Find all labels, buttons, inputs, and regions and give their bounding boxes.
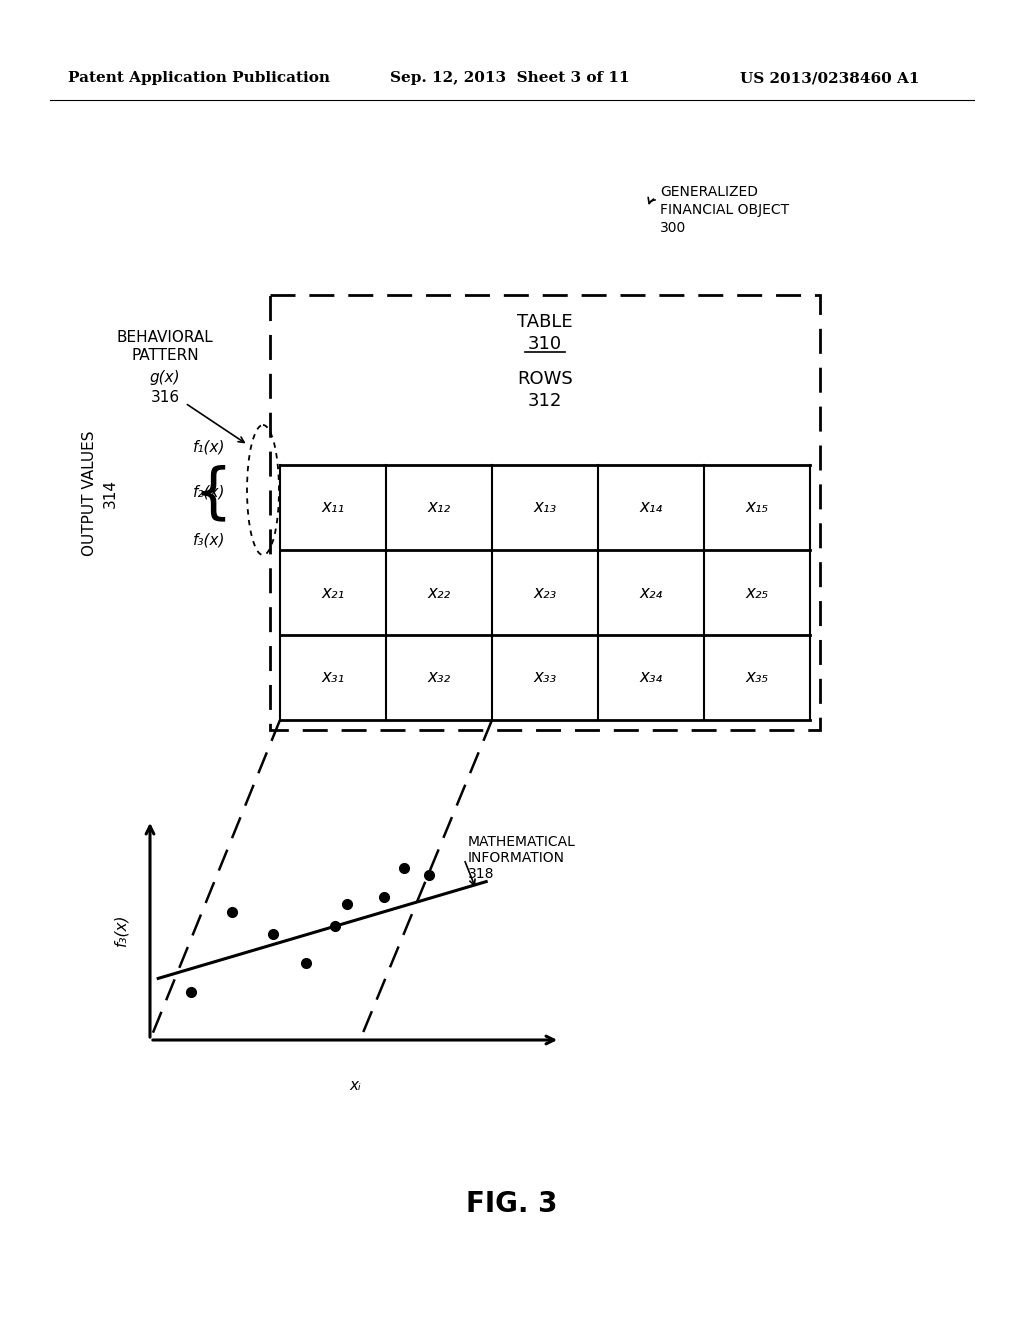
- Text: Sep. 12, 2013  Sheet 3 of 11: Sep. 12, 2013 Sheet 3 of 11: [390, 71, 630, 84]
- Text: x₁₁: x₁₁: [322, 499, 344, 516]
- Text: f₃(x): f₃(x): [113, 913, 128, 946]
- Text: {: {: [194, 465, 232, 523]
- Text: INFORMATION: INFORMATION: [468, 851, 565, 865]
- Text: PATTERN: PATTERN: [131, 348, 199, 363]
- Text: MATHEMATICAL: MATHEMATICAL: [468, 836, 575, 849]
- Text: x₁₅: x₁₅: [745, 499, 769, 516]
- Text: xᵢ: xᵢ: [349, 1078, 360, 1093]
- Text: 300: 300: [660, 220, 686, 235]
- Text: FIG. 3: FIG. 3: [466, 1191, 558, 1218]
- Text: x₃₅: x₃₅: [745, 668, 769, 686]
- Text: x₃₁: x₃₁: [322, 668, 344, 686]
- Text: x₃₂: x₃₂: [427, 668, 451, 686]
- Text: x₂₃: x₂₃: [534, 583, 557, 602]
- Text: x₂₁: x₂₁: [322, 583, 344, 602]
- Text: x₁₄: x₁₄: [639, 499, 663, 516]
- Text: OUTPUT VALUES: OUTPUT VALUES: [83, 430, 97, 556]
- Text: x₃₃: x₃₃: [534, 668, 557, 686]
- Text: 310: 310: [528, 335, 562, 352]
- Text: FINANCIAL OBJECT: FINANCIAL OBJECT: [660, 203, 790, 216]
- Text: g(x): g(x): [150, 370, 180, 385]
- Text: f₁(x): f₁(x): [193, 440, 225, 454]
- Text: 316: 316: [151, 389, 179, 405]
- Text: GENERALIZED: GENERALIZED: [660, 185, 758, 199]
- Text: 314: 314: [102, 479, 118, 508]
- Text: 312: 312: [527, 392, 562, 411]
- Text: x₁₃: x₁₃: [534, 499, 557, 516]
- Text: 318: 318: [468, 867, 495, 880]
- Text: BEHAVIORAL: BEHAVIORAL: [117, 330, 213, 345]
- Text: x₃₄: x₃₄: [639, 668, 663, 686]
- Text: f₂(x): f₂(x): [193, 484, 225, 499]
- Text: US 2013/0238460 A1: US 2013/0238460 A1: [740, 71, 920, 84]
- Text: x₂₅: x₂₅: [745, 583, 769, 602]
- Text: x₂₄: x₂₄: [639, 583, 663, 602]
- Bar: [270, 294, 820, 730]
- Text: f₃(x): f₃(x): [193, 532, 225, 548]
- Text: TABLE: TABLE: [517, 313, 572, 331]
- Text: x₁₂: x₁₂: [427, 499, 451, 516]
- Text: Patent Application Publication: Patent Application Publication: [68, 71, 330, 84]
- Text: x₂₂: x₂₂: [427, 583, 451, 602]
- Text: ROWS: ROWS: [517, 370, 572, 388]
